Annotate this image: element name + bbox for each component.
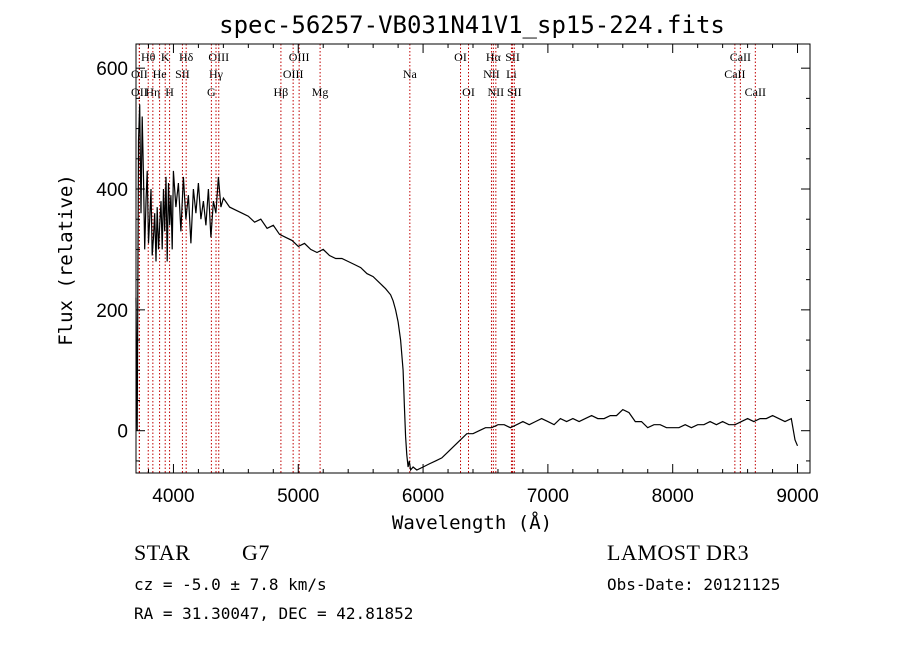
- object-subclass: G7: [242, 540, 270, 565]
- x-tick-label: 8000: [652, 486, 694, 507]
- y-tick-label: 400: [96, 180, 128, 201]
- line-label-12: Hβ: [274, 85, 289, 99]
- coordinates-text: RA = 31.30047, DEC = 42.81852: [134, 604, 414, 623]
- line-label-25: CaII: [730, 50, 751, 64]
- line-label-2: OII: [131, 85, 148, 99]
- y-axis-ticks: 0 200 400 600: [96, 59, 810, 462]
- x-tick-label: 5000: [277, 486, 319, 507]
- line-label-6: H: [165, 85, 174, 99]
- spectrum-line: [135, 104, 799, 472]
- line-label-18: OI: [462, 85, 475, 99]
- obs-date-text: Obs-Date: 20121125: [607, 575, 781, 594]
- line-label-27: CaII: [745, 85, 766, 99]
- line-label-13: OIII: [289, 50, 310, 64]
- line-label-17: OI: [454, 50, 467, 64]
- x-tick-label: 9000: [776, 486, 818, 507]
- line-label-10: Hγ: [209, 67, 224, 81]
- line-label-4: K: [161, 50, 170, 64]
- line-label-11: G: [207, 85, 216, 99]
- survey-label: LAMOST DR3: [607, 540, 750, 565]
- x-tick-label: 6000: [402, 486, 444, 507]
- x-axis-label: Wavelength (Å): [392, 511, 552, 534]
- line-label-15: Mg: [312, 85, 329, 99]
- line-label-22: SII: [505, 50, 520, 64]
- chart-title: spec-56257-VB031N41V1_sp15-224.fits: [219, 11, 725, 39]
- line-label-23: Li: [506, 67, 517, 81]
- line-label-24: SII: [507, 85, 522, 99]
- line-label-19: Hα: [486, 50, 502, 64]
- line-label-0: Hθ: [141, 50, 156, 64]
- y-tick-label: 0: [117, 422, 128, 443]
- plot-frame: [135, 43, 811, 474]
- line-label-16: Na: [403, 67, 418, 81]
- line-label-20: NII: [483, 67, 500, 81]
- y-tick-label: 200: [96, 301, 128, 322]
- line-label-7: SII: [175, 67, 190, 81]
- line-label-14: OIII: [283, 67, 304, 81]
- y-axis-label: Flux (relative): [55, 174, 77, 346]
- x-tick-label: 4000: [152, 486, 194, 507]
- line-label-9: OIII: [208, 50, 229, 64]
- x-tick-label: 7000: [527, 486, 569, 507]
- line-label-1: OII: [131, 67, 148, 81]
- line-label-3: Hη: [145, 85, 160, 99]
- y-tick-label: 600: [96, 59, 128, 80]
- x-axis-ticks: 4000 5000 6000 7000 8000 9000: [147, 44, 819, 507]
- line-label-8: Hδ: [179, 50, 194, 64]
- line-label-26: CaII: [724, 67, 745, 81]
- redshift-text: cz = -5.0 ± 7.8 km/s: [134, 575, 327, 594]
- line-label-5: He: [153, 67, 167, 81]
- line-label-21: NII: [488, 85, 505, 99]
- object-class: STAR: [134, 540, 191, 565]
